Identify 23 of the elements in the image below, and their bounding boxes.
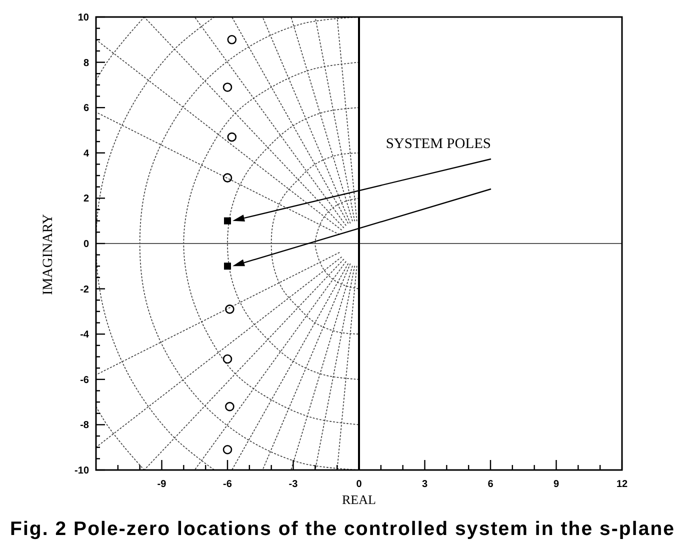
- y-tick-label: 6: [83, 103, 90, 114]
- y-tick-label: 0: [83, 239, 90, 250]
- x-tick-label: -6: [223, 479, 232, 490]
- y-tick-label: 2: [83, 194, 90, 205]
- y-tick-label: 8: [83, 58, 90, 69]
- x-axis-title: REAL: [342, 492, 376, 507]
- x-tick-label: -3: [288, 479, 298, 490]
- x-tick-label: 0: [356, 479, 362, 490]
- y-tick-label: -4: [80, 330, 90, 341]
- y-axis-title: IMAGINARY: [41, 214, 56, 295]
- x-tick-label: 3: [422, 479, 428, 490]
- y-tick-label: 4: [83, 148, 90, 160]
- text: SYSTEM POLES: [386, 136, 491, 152]
- y-tick-label: -6: [80, 374, 90, 386]
- x-tick-label: 12: [616, 479, 628, 490]
- x-tick-label: 6: [488, 479, 494, 490]
- caption: Fig. 2 Pole-zero locations of the controlled system in the s-plane: [10, 518, 674, 540]
- y-tick-label: -2: [80, 284, 90, 296]
- y-tick-label: 10: [78, 12, 90, 24]
- x-tick-label: 9: [553, 479, 560, 490]
- x-tick-label: -9: [157, 479, 167, 490]
- y-tick-label: -10: [74, 466, 90, 476]
- y-tick-label: -8: [80, 420, 90, 432]
